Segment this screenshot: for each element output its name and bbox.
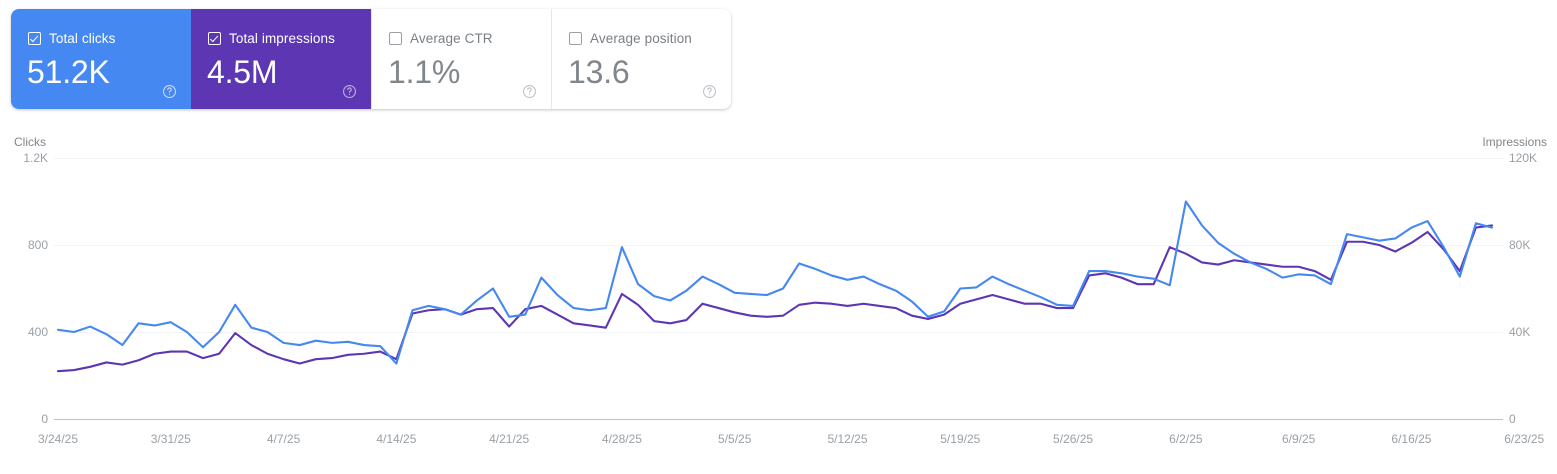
help-circle-icon[interactable] (702, 84, 717, 99)
performance-chart[interactable]: Clicks Impressions 1.2K 120K 800 80K 400 40K 0… (0, 118, 1557, 474)
y-axis-right-tick: 80K (1509, 238, 1531, 252)
checkbox-average-ctr[interactable] (389, 32, 402, 45)
metric-card-header: Total impressions (208, 31, 335, 46)
x-axis-tick: 6/23/25 (1504, 432, 1545, 446)
metric-cards: Total clicks 51.2K Total impressions 4.5… (11, 9, 731, 109)
metric-card-total-impressions[interactable]: Total impressions 4.5M (191, 9, 371, 109)
help-circle-icon[interactable] (342, 84, 357, 99)
metric-card-label: Total clicks (49, 31, 116, 46)
x-axis-tick: 4/28/25 (601, 432, 642, 446)
x-axis-tick: 3/24/25 (37, 432, 79, 446)
chart-plot-area[interactable] (0, 118, 1557, 474)
help-circle-icon[interactable] (522, 84, 537, 99)
y-axis-left-tick: 1.2K (23, 151, 48, 165)
series-line-total-impressions (56, 224, 1494, 373)
metric-card-label: Total impressions (229, 31, 335, 46)
metric-card-label: Average CTR (410, 31, 493, 46)
x-axis-tick: 6/2/25 (1169, 432, 1203, 446)
metric-card-value: 13.6 (568, 54, 630, 90)
x-axis-tick: 3/31/25 (150, 432, 191, 446)
metric-card-value: 51.2K (27, 54, 110, 90)
x-axis-tick: 4/21/25 (489, 432, 530, 446)
metric-card-average-position[interactable]: Average position 13.6 (551, 9, 731, 109)
metric-card-header: Total clicks (28, 31, 115, 46)
x-axis-tick: 4/7/25 (266, 432, 301, 446)
y-axis-left-title: Clicks (14, 135, 46, 149)
gridline (54, 419, 1503, 420)
gridline (54, 245, 1503, 246)
y-axis-right-tick: 120K (1509, 151, 1538, 165)
metric-card-header: Average position (569, 31, 692, 46)
checkbox-total-clicks[interactable] (28, 32, 41, 45)
metric-card-value: 4.5M (207, 54, 278, 90)
checkbox-total-impressions[interactable] (208, 32, 221, 45)
y-axis-right-tick: 40K (1509, 325, 1531, 339)
x-axis-tick: 6/9/25 (1281, 432, 1316, 446)
help-circle-icon[interactable] (162, 84, 177, 99)
x-axis-tick: 5/19/25 (940, 432, 981, 446)
x-axis-tick: 4/14/25 (376, 432, 417, 446)
x-axis-tick: 6/16/25 (1391, 432, 1432, 446)
y-axis-left-tick: 800 (27, 238, 48, 252)
series-line-total-clicks (56, 200, 1494, 365)
metric-card-total-clicks[interactable]: Total clicks 51.2K (11, 9, 191, 109)
metric-card-header: Average CTR (389, 31, 493, 46)
x-axis-tick: 5/26/25 (1053, 432, 1094, 446)
checkbox-average-position[interactable] (569, 32, 582, 45)
gridline (54, 158, 1503, 159)
metric-card-label: Average position (590, 31, 692, 46)
y-axis-left-tick: 400 (27, 325, 48, 339)
gridline (54, 332, 1503, 333)
y-axis-right-tick: 0 (1509, 412, 1516, 426)
y-axis-right-title: Impressions (1482, 135, 1547, 149)
y-axis-left-tick: 0 (41, 412, 48, 426)
metric-card-average-ctr[interactable]: Average CTR 1.1% (371, 9, 551, 109)
x-axis-tick: 5/5/25 (718, 432, 752, 446)
metric-card-value: 1.1% (388, 54, 461, 90)
x-axis-tick: 5/12/25 (827, 432, 868, 446)
